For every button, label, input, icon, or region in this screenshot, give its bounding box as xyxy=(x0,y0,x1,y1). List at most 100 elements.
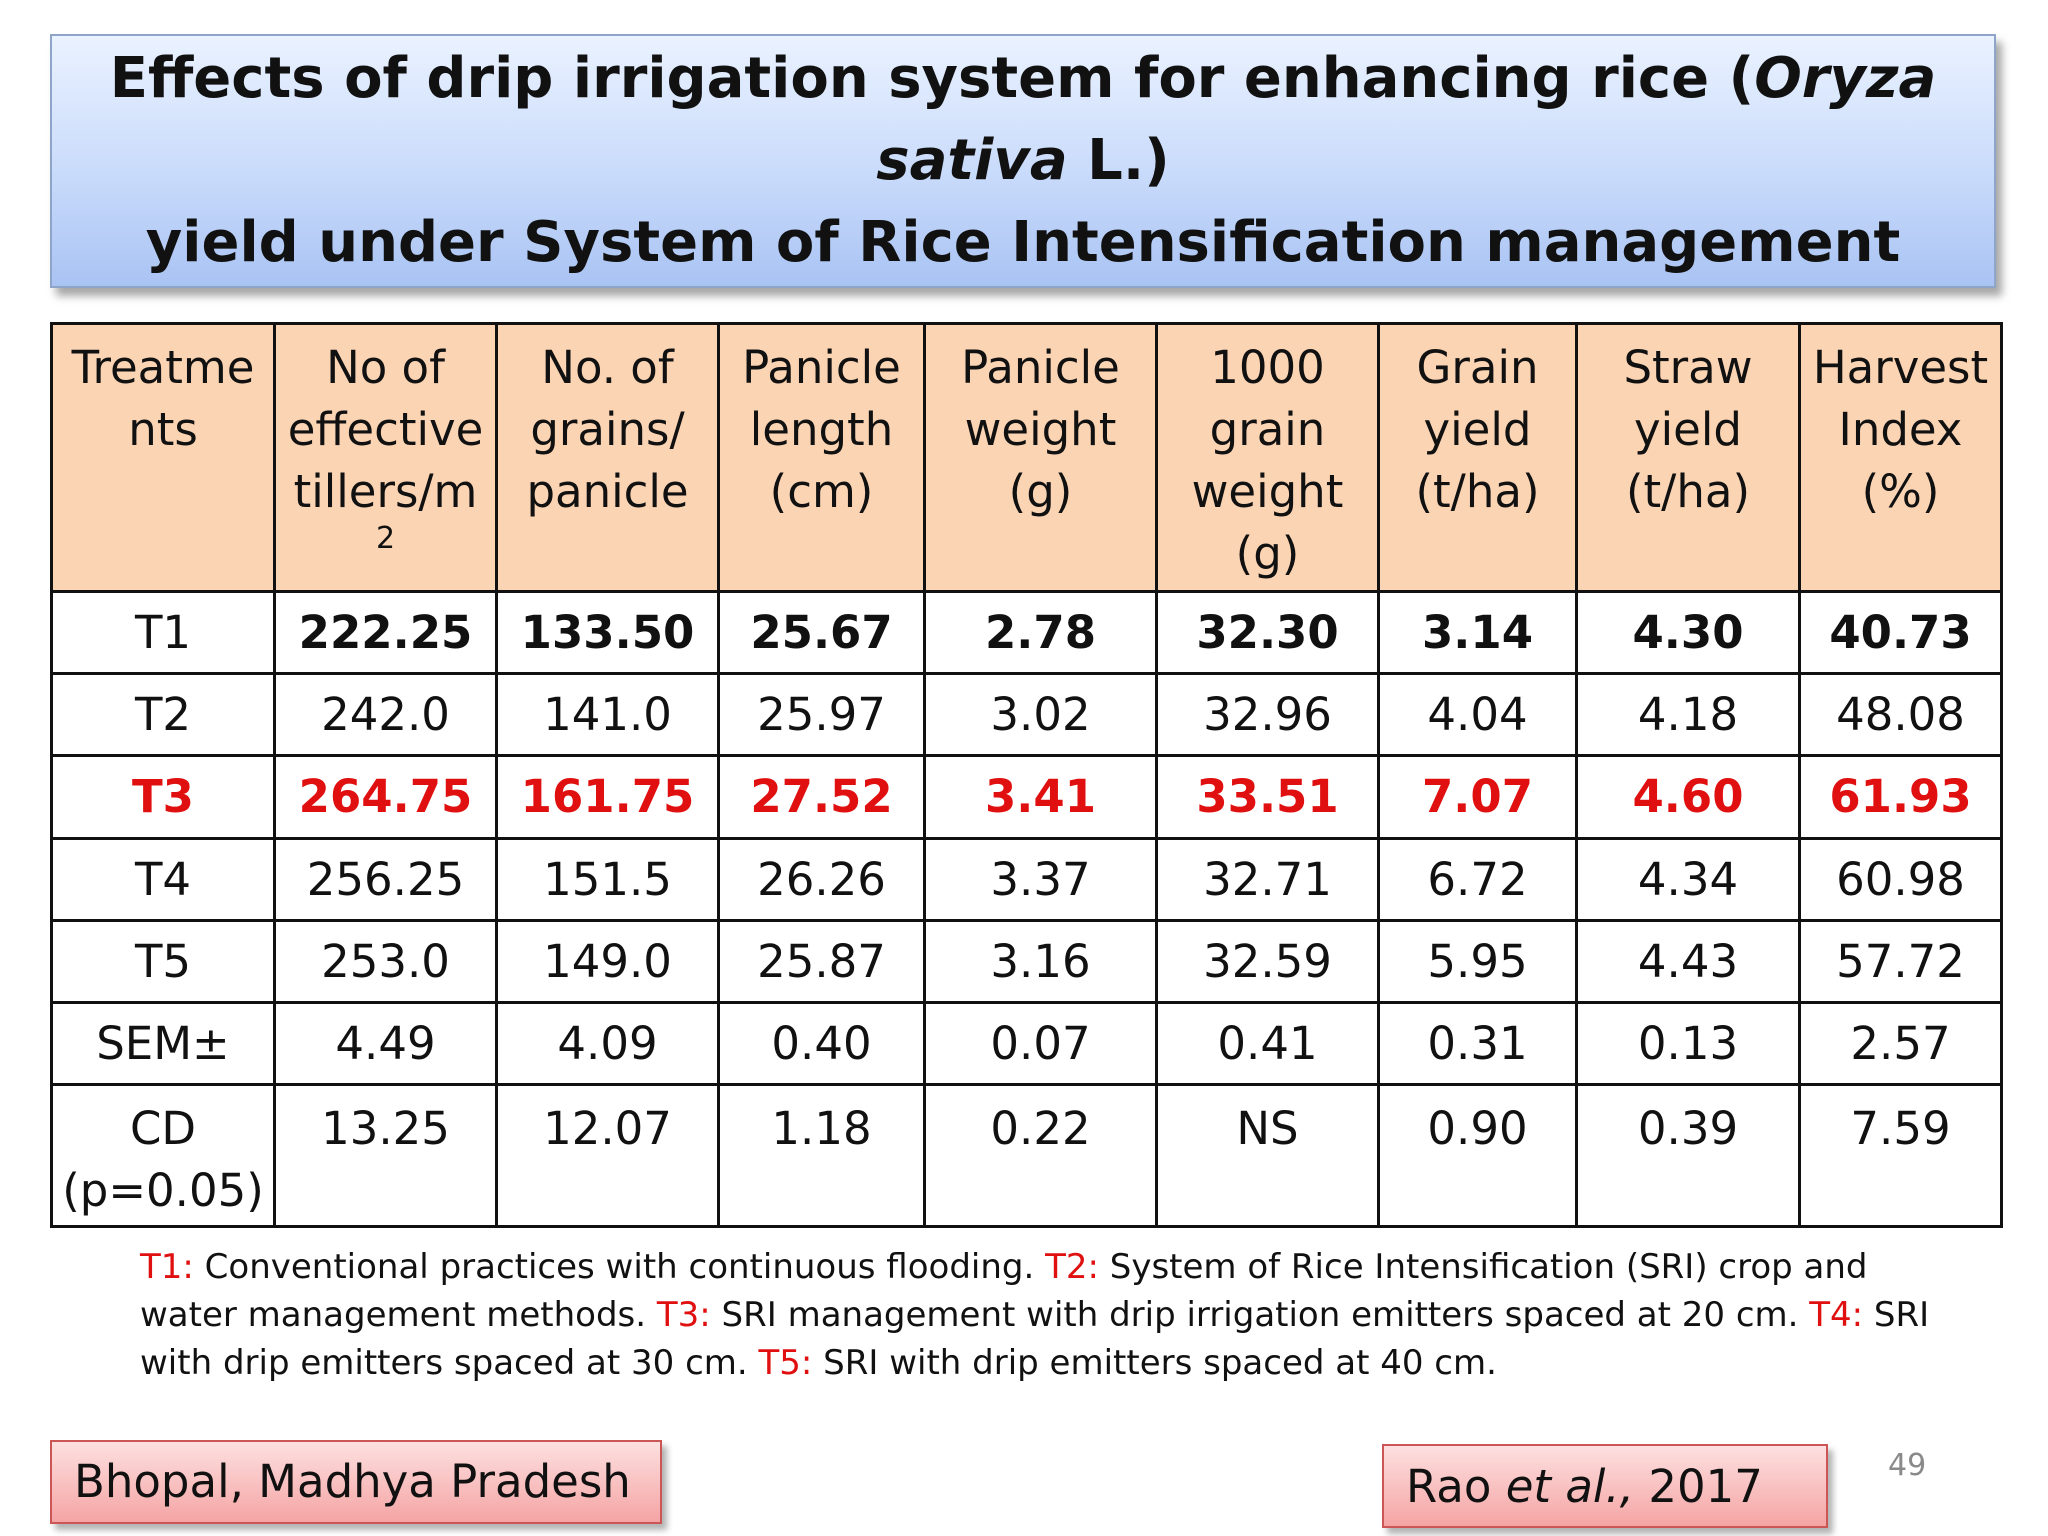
title-line1-post: L.) xyxy=(1067,128,1170,193)
table-cell: 33.51 xyxy=(1155,754,1380,840)
table-row: T2 242.0 141.0 25.97 3.02 32.96 4.04 4.18 48.08 xyxy=(50,672,2003,758)
table-header-row: Treatme nts No of effective tillers/m 2 N… xyxy=(50,321,2003,594)
table-cell: 4.04 xyxy=(1377,672,1578,758)
table-cell: 40.73 xyxy=(1798,590,2003,676)
table-cell: 3.14 xyxy=(1377,590,1578,676)
table-cell: 5.95 xyxy=(1377,918,1578,1004)
page-number: 49 xyxy=(1888,1448,1927,1483)
footnote-key: T2: xyxy=(1045,1247,1099,1287)
footnote-key: T5: xyxy=(758,1343,813,1383)
header-cell: Panicle length (cm) xyxy=(717,321,926,594)
table-row: SEM± 4.49 4.09 0.40 0.07 0.41 0.31 0.13 2.57 xyxy=(50,1000,2003,1086)
slide-title-box: Effects of drip irrigation system for en… xyxy=(50,34,1996,288)
table-cell: 3.02 xyxy=(923,672,1158,758)
table-cell: 3.16 xyxy=(923,918,1158,1004)
footnote-key: T1: xyxy=(140,1247,194,1287)
table-cell: 0.90 xyxy=(1377,1082,1578,1229)
table-cell: 0.13 xyxy=(1575,1000,1801,1086)
footnote-text: SRI management with drip irrigation emit… xyxy=(710,1295,1810,1335)
title-line2: yield under System of Rice Intensificati… xyxy=(145,210,1901,275)
treatment-footnote: T1: Conventional practices with continuo… xyxy=(140,1243,1960,1387)
header-cell: Harvest Index (%) xyxy=(1798,321,2003,594)
table-cell: 32.59 xyxy=(1155,918,1380,1004)
header-cell: No of effective tillers/m 2 xyxy=(273,321,498,594)
table-cell: 4.49 xyxy=(273,1000,498,1086)
table-row: CD (p=0.05) 13.25 12.07 1.18 0.22 NS 0.90 0.39 7… xyxy=(50,1082,2003,1229)
results-table: Treatme nts No of effective tillers/m 2 N… xyxy=(50,321,2003,1229)
table-cell: 242.0 xyxy=(273,672,498,758)
table-cell: 4.43 xyxy=(1575,918,1801,1004)
title-line1-italic: Oryza sativa xyxy=(876,46,1937,193)
row-label: T1 xyxy=(50,590,276,676)
row-label: T4 xyxy=(50,836,276,922)
table-cell: 4.60 xyxy=(1575,754,1801,840)
table-cell: 13.25 xyxy=(273,1082,498,1229)
table-cell: 0.22 xyxy=(923,1082,1158,1229)
table-cell: 133.50 xyxy=(495,590,720,676)
footnote-text: System of Rice Intensification (SRI) cro… xyxy=(140,1247,1868,1335)
footnote-text: SRI with drip emitters spaced at 40 cm. xyxy=(812,1343,1497,1383)
header-cell: Treatme nts xyxy=(50,321,276,594)
header-cell: Straw yield (t/ha) xyxy=(1575,321,1801,594)
table-cell: 25.67 xyxy=(717,590,926,676)
row-label: SEM± xyxy=(50,1000,276,1086)
header-cell: Grain yield (t/ha) xyxy=(1377,321,1578,594)
table-cell: 4.18 xyxy=(1575,672,1801,758)
table-cell: 0.39 xyxy=(1575,1082,1801,1229)
table-cell: 222.25 xyxy=(273,590,498,676)
table-cell: 3.41 xyxy=(923,754,1158,840)
table-row: T1 222.25 133.50 25.67 2.78 32.30 3.14 4.30 40.7… xyxy=(50,590,2003,676)
table-cell: 27.52 xyxy=(717,754,926,840)
table-cell: 2.57 xyxy=(1798,1000,2003,1086)
table-cell: 264.75 xyxy=(273,754,498,840)
footnote-key: T4: xyxy=(1809,1295,1864,1335)
row-label: T2 xyxy=(50,672,276,758)
table-cell: 0.40 xyxy=(717,1000,926,1086)
table-cell: 57.72 xyxy=(1798,918,2003,1004)
table-cell: 1.18 xyxy=(717,1082,926,1229)
table-cell: 253.0 xyxy=(273,918,498,1004)
footnote-text: SRI with drip emitters spaced at 30 cm. xyxy=(140,1295,1930,1383)
table-cell: 32.96 xyxy=(1155,672,1380,758)
table-cell: 32.30 xyxy=(1155,590,1380,676)
footnote-text: Conventional practices with continuous f… xyxy=(193,1247,1046,1287)
row-label: T5 xyxy=(50,918,276,1004)
table-cell: NS xyxy=(1155,1082,1380,1229)
table-cell: 256.25 xyxy=(273,836,498,922)
citation-label: Rao et al., 2017 xyxy=(1382,1444,1828,1528)
table-cell: 4.30 xyxy=(1575,590,1801,676)
table-cell: 151.5 xyxy=(495,836,720,922)
row-label: CD (p=0.05) xyxy=(50,1082,276,1229)
header-cell: 1000 grain weight (g) xyxy=(1155,321,1380,594)
table-cell: 25.87 xyxy=(717,918,926,1004)
table-cell: 26.26 xyxy=(717,836,926,922)
table-cell: 4.09 xyxy=(495,1000,720,1086)
table-cell: 0.31 xyxy=(1377,1000,1578,1086)
table-cell: 7.07 xyxy=(1377,754,1578,840)
table-cell: 161.75 xyxy=(495,754,720,840)
table-cell: 3.37 xyxy=(923,836,1158,922)
table-cell: 25.97 xyxy=(717,672,926,758)
header-cell: No. of grains/ panicle xyxy=(495,321,720,594)
footnote-key: T3: xyxy=(656,1295,711,1335)
row-label: T3 xyxy=(50,754,276,840)
table-cell: 12.07 xyxy=(495,1082,720,1229)
table-row: T5 253.0 149.0 25.87 3.16 32.59 5.95 4.43 57.72 xyxy=(50,918,2003,1004)
table-cell: 60.98 xyxy=(1798,836,2003,922)
table-cell: 7.59 xyxy=(1798,1082,2003,1229)
table-cell: 0.07 xyxy=(923,1000,1158,1086)
header-cell: Panicle weight (g) xyxy=(923,321,1158,594)
table-cell: 61.93 xyxy=(1798,754,2003,840)
table-cell: 0.41 xyxy=(1155,1000,1380,1086)
table-cell: 149.0 xyxy=(495,918,720,1004)
table-row: T4 256.25 151.5 26.26 3.37 32.71 6.72 4.34 60.98 xyxy=(50,836,2003,922)
table-cell: 2.78 xyxy=(923,590,1158,676)
table-cell: 32.71 xyxy=(1155,836,1380,922)
title-line1-pre: Effects of drip irrigation system for en… xyxy=(109,46,1755,111)
slide-title: Effects of drip irrigation system for en… xyxy=(52,38,1994,284)
table-row: T3 264.75 161.75 27.52 3.41 33.51 7.07 4.60 61.9… xyxy=(50,754,2003,840)
table-cell: 141.0 xyxy=(495,672,720,758)
location-label: Bhopal, Madhya Pradesh xyxy=(50,1440,662,1524)
table-cell: 48.08 xyxy=(1798,672,2003,758)
table-cell: 4.34 xyxy=(1575,836,1801,922)
